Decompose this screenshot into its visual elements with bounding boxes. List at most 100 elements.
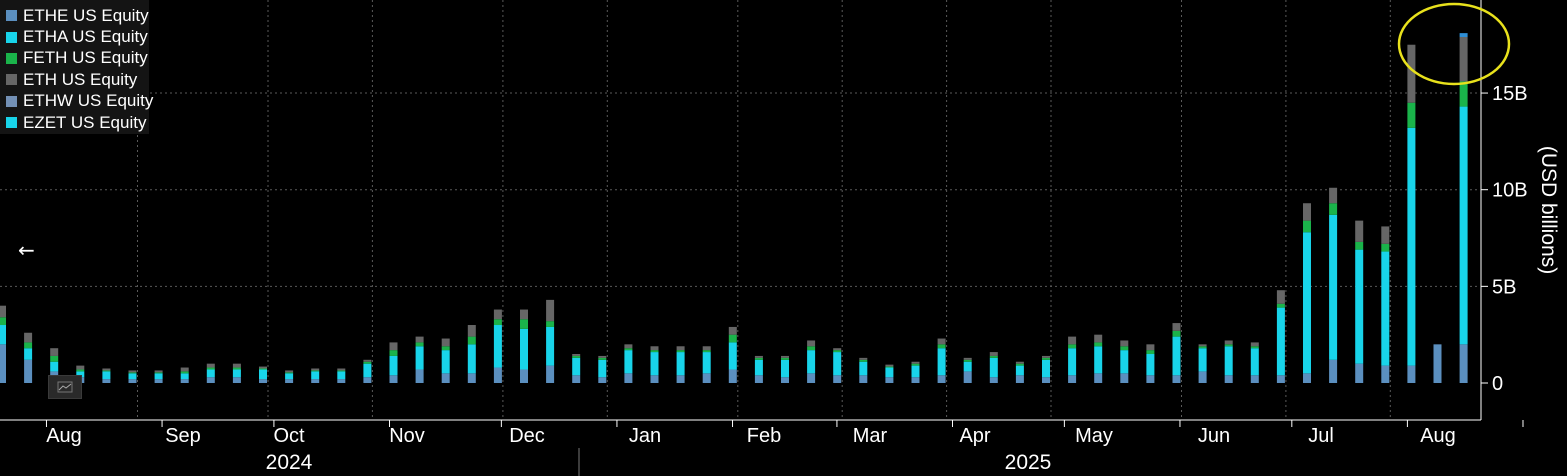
bar-segment (1355, 220, 1364, 242)
bar-segment (1224, 344, 1233, 347)
legend-swatch (6, 95, 17, 107)
bar-segment (1459, 36, 1468, 82)
legend-swatch (6, 52, 17, 64)
bar-segment (1381, 243, 1390, 252)
bar-segment (1329, 203, 1338, 215)
bar-segment (963, 357, 972, 360)
bar-segment (1250, 375, 1259, 383)
x-tick-label: Jul (1308, 425, 1334, 447)
legend-label: EZET US Equity (23, 112, 147, 132)
bar-segment (1329, 359, 1338, 383)
bar-segment (728, 369, 737, 383)
bar-segment (911, 377, 920, 383)
bar-segment (363, 359, 372, 362)
bar-segment (807, 340, 816, 347)
bar-segment (76, 371, 85, 378)
bar-segment (1381, 365, 1390, 383)
bar-segment (1276, 375, 1285, 383)
bar-segment (259, 379, 267, 383)
bar-segment (754, 355, 763, 358)
bar-segment (102, 370, 111, 372)
bar-segment (1459, 106, 1468, 345)
bar-segment (520, 319, 528, 329)
bar-segment (128, 379, 137, 383)
bar-segment (807, 346, 816, 351)
bar-segment (311, 370, 320, 372)
bar-segment (859, 375, 868, 383)
x-tick-label: Sep (165, 425, 201, 447)
bar-segment (1303, 220, 1311, 233)
bar-segment (467, 344, 476, 374)
bar-segment (1459, 33, 1468, 37)
bar-segment (624, 350, 633, 374)
bar-segment (781, 377, 789, 383)
legend-item: EZET US Equity (6, 112, 146, 133)
bar-segment (50, 361, 59, 372)
legend-item: ETHE US Equity (6, 5, 149, 26)
bar-segment (1276, 303, 1285, 308)
year-label: 2025 (1005, 451, 1052, 474)
y-tick-label: 10B (1492, 180, 1528, 202)
bar-segment (493, 309, 502, 320)
bar-segment (180, 367, 189, 372)
bar-segment (937, 344, 946, 349)
bar-segment (441, 346, 450, 351)
bar-segment (885, 364, 894, 367)
bar-segment (232, 377, 241, 383)
legend-label: ETH US Equity (23, 69, 138, 89)
bar-segment (467, 325, 476, 337)
bar-segment (285, 370, 294, 373)
bar-segment (337, 371, 346, 380)
back-arrow-icon[interactable]: ← (18, 238, 35, 262)
bar-segment (1146, 344, 1155, 351)
bar-segment (989, 357, 998, 378)
bar-segment (0, 344, 6, 383)
bar-segment (676, 346, 685, 351)
bar-segment (285, 373, 294, 380)
bar-segment (76, 369, 85, 372)
bar-segment (415, 369, 424, 383)
x-tick-label: Mar (853, 425, 888, 447)
bar-segment (1198, 348, 1207, 372)
bar-segment (24, 348, 33, 360)
bar-segment (1094, 342, 1103, 347)
legend-swatch (6, 117, 17, 129)
bar-segment (1250, 346, 1259, 349)
bar-segment (311, 368, 320, 371)
bar-segment (1329, 187, 1338, 204)
bar-segment (1042, 377, 1050, 383)
x-tick-label: Jan (629, 425, 661, 447)
bar-segment (76, 365, 85, 370)
bar-segment (754, 357, 763, 360)
bar-segment (650, 352, 659, 376)
bar-segment (1433, 344, 1442, 383)
highlight-ellipse (1397, 2, 1511, 86)
bar-segment (441, 373, 450, 383)
bar-segment (1459, 81, 1468, 107)
x-tick-label: Aug (1420, 425, 1456, 447)
bar-segment (1042, 355, 1050, 358)
chart-thumbnail-icon[interactable] (48, 375, 82, 399)
bar-segment (154, 370, 163, 373)
bar-segment (1172, 375, 1181, 383)
legend-label: ETHA US Equity (23, 27, 148, 47)
bar-segment (1172, 336, 1181, 376)
bar-segment (754, 359, 763, 376)
legend-label: FETH US Equity (23, 48, 148, 68)
bar-segment (206, 377, 215, 383)
x-tick-label: May (1075, 425, 1113, 447)
legend-swatch (6, 10, 17, 22)
bar-segment (311, 379, 320, 383)
x-tick-label: Jun (1198, 425, 1230, 447)
x-tick-label: Aug (46, 425, 82, 447)
bar-segment (572, 354, 581, 356)
bar-segment (24, 332, 33, 343)
bar-segment (50, 355, 59, 362)
bar-segment (1198, 346, 1207, 349)
legend-item: ETHA US Equity (6, 26, 148, 47)
bar-segment (911, 363, 920, 366)
bar-segment (1407, 44, 1416, 103)
bar-segment (728, 342, 737, 370)
bar-segment (781, 359, 789, 378)
bar-segment (337, 370, 346, 372)
